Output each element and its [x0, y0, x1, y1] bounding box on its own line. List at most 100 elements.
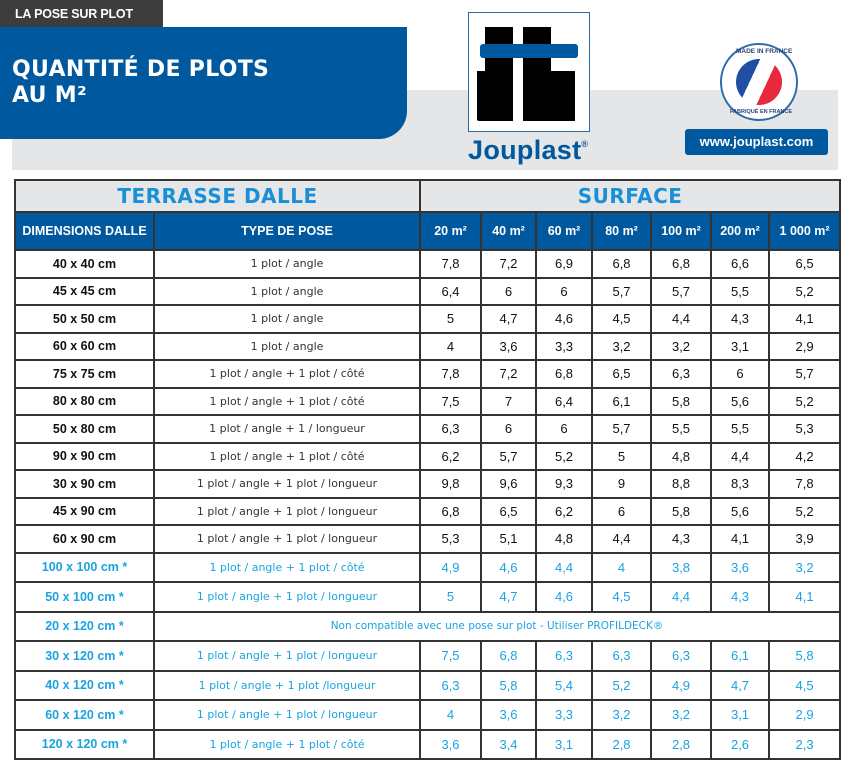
- quantity-cell: 5,7: [768, 359, 842, 389]
- table-row: 40 x 120 cm * 1 plot / angle + 1 plot /lo…: [14, 669, 842, 701]
- quantity-cell: 6,8: [480, 640, 538, 672]
- dimension-cell: 20 x 120 cm *: [14, 610, 155, 642]
- pose-type-cell: 1 plot / angle + 1 plot /longueur: [152, 669, 422, 701]
- pose-type-cell: 1 plot / angle + 1 plot / longueur: [152, 640, 422, 672]
- quantity-cell: 3,3: [535, 699, 594, 731]
- quantity-cell: 4: [591, 551, 653, 583]
- quantity-cell: 5,3: [419, 524, 483, 554]
- quantity-cell: 8,3: [710, 469, 771, 499]
- quantity-cell: 4,3: [710, 581, 771, 613]
- pose-type-cell: 1 plot / angle + 1 plot / longueur: [152, 469, 422, 499]
- quantity-cell: 7,8: [768, 469, 842, 499]
- quantity-cell: 4,5: [591, 304, 653, 334]
- dimension-cell: 80 x 80 cm: [14, 386, 155, 416]
- quantity-cell: 5,7: [480, 441, 538, 471]
- quantity-cell: 5,3: [768, 414, 842, 444]
- quantity-cell: 6: [480, 276, 538, 306]
- dimension-cell: 40 x 120 cm *: [14, 669, 155, 701]
- pose-type-cell: 1 plot / angle: [152, 276, 422, 306]
- quantity-cell: 4,1: [710, 524, 771, 554]
- quantity-cell: 4,6: [480, 551, 538, 583]
- quantity-cell: 6,2: [535, 496, 594, 526]
- col-header-40: 40 m²: [480, 211, 538, 251]
- table-row: 120 x 120 cm * 1 plot / angle + 1 plot / …: [14, 728, 842, 760]
- quantity-cell: 4,7: [480, 581, 538, 613]
- quantity-cell: 4,3: [710, 304, 771, 334]
- quantity-cell: 5,7: [591, 276, 653, 306]
- quantity-cell: 9,3: [535, 469, 594, 499]
- quantity-cell: 2,9: [768, 699, 842, 731]
- dimension-cell: 75 x 75 cm: [14, 359, 155, 389]
- col-header-pose: TYPE DE POSE: [152, 211, 422, 251]
- quantity-cell: 4,4: [650, 581, 713, 613]
- quantity-cell: 9: [591, 469, 653, 499]
- quantity-cell: 5,2: [768, 386, 842, 416]
- dimension-cell: 50 x 80 cm: [14, 414, 155, 444]
- section-tab: LA POSE SUR PLOT: [0, 0, 163, 27]
- website-link[interactable]: www.jouplast.com: [685, 129, 828, 155]
- quantity-cell: 4,1: [768, 581, 842, 613]
- quantity-cell: 5,8: [650, 496, 713, 526]
- quantity-cell: 4,1: [768, 304, 842, 334]
- col-header-100: 100 m²: [650, 211, 713, 251]
- quantity-cell: 3,6: [480, 699, 538, 731]
- quantity-cell: 6,4: [419, 276, 483, 306]
- table-row: 80 x 80 cm 1 plot / angle + 1 plot / côté…: [14, 386, 842, 416]
- quantity-cell: 4,4: [591, 524, 653, 554]
- quantity-cell: 3,2: [650, 331, 713, 361]
- quantity-cell: 5,8: [650, 386, 713, 416]
- quantity-cell: 6,3: [535, 640, 594, 672]
- dimension-cell: 30 x 120 cm *: [14, 640, 155, 672]
- quantity-cell: 4,4: [535, 551, 594, 583]
- quantity-cell: 6,8: [650, 249, 713, 279]
- quantity-cell: 6,5: [591, 359, 653, 389]
- dimension-cell: 45 x 45 cm: [14, 276, 155, 306]
- quantity-cell: 6,8: [419, 496, 483, 526]
- quantity-cell: 2,6: [710, 728, 771, 760]
- plots-quantity-table: TERRASSE DALLE SURFACE DIMENSIONS DALLE …: [13, 179, 842, 760]
- quantity-cell: 7,8: [419, 249, 483, 279]
- quantity-cell: 4,6: [535, 581, 594, 613]
- french-flag-icon: [736, 59, 782, 105]
- quantity-cell: 3,6: [419, 728, 483, 760]
- quantity-cell: 4,3: [650, 524, 713, 554]
- quantity-cell: 5,6: [710, 496, 771, 526]
- pose-type-cell: 1 plot / angle + 1 plot / côté: [152, 386, 422, 416]
- dimension-cell: 100 x 100 cm *: [14, 551, 155, 583]
- quantity-cell: 6,2: [419, 441, 483, 471]
- quantity-cell: 5,6: [710, 386, 771, 416]
- col-header-200: 200 m²: [710, 211, 771, 251]
- table-row: 30 x 90 cm 1 plot / angle + 1 plot / long…: [14, 469, 842, 499]
- table-row: 60 x 60 cm 1 plot / angle 4 3,6 3,3 3,2 3,2 3,1…: [14, 331, 842, 361]
- col-header-80: 80 m²: [591, 211, 653, 251]
- pose-type-cell: 1 plot / angle: [152, 331, 422, 361]
- quantity-cell: 7: [480, 386, 538, 416]
- quantity-cell: 3,1: [535, 728, 594, 760]
- col-header-20: 20 m²: [419, 211, 483, 251]
- dimension-cell: 90 x 90 cm: [14, 441, 155, 471]
- quantity-cell: 5,2: [768, 276, 842, 306]
- quantity-cell: 4,9: [419, 551, 483, 583]
- table-row: 75 x 75 cm 1 plot / angle + 1 plot / côté…: [14, 359, 842, 389]
- quantity-cell: 4,6: [535, 304, 594, 334]
- quantity-cell: 5,4: [535, 669, 594, 701]
- table-row: 30 x 120 cm * 1 plot / angle + 1 plot / l…: [14, 640, 842, 672]
- quantity-cell: 4,4: [650, 304, 713, 334]
- quantity-cell: 5,2: [591, 669, 653, 701]
- quantity-cell: 3,2: [768, 551, 842, 583]
- quantity-cell: 5,1: [480, 524, 538, 554]
- group-header-terrasse: TERRASSE DALLE: [13, 179, 422, 213]
- quantity-cell: 3,2: [650, 699, 713, 731]
- quantity-cell: 5,7: [650, 276, 713, 306]
- quantity-cell: 6,1: [591, 386, 653, 416]
- quantity-cell: 5: [419, 304, 483, 334]
- quantity-cell: 2,8: [591, 728, 653, 760]
- table-row: 40 x 40 cm 1 plot / angle 7,8 7,2 6,9 6,8 6,8 6…: [14, 249, 842, 279]
- col-header-60: 60 m²: [535, 211, 594, 251]
- quantity-cell: 5,5: [650, 414, 713, 444]
- table-row: 45 x 90 cm 1 plot / angle + 1 plot / long…: [14, 496, 842, 526]
- quantity-cell: 3,1: [710, 331, 771, 361]
- table-row: 60 x 120 cm * 1 plot / angle + 1 plot / l…: [14, 699, 842, 731]
- dimension-cell: 120 x 120 cm *: [14, 728, 155, 760]
- quantity-cell: 3,8: [650, 551, 713, 583]
